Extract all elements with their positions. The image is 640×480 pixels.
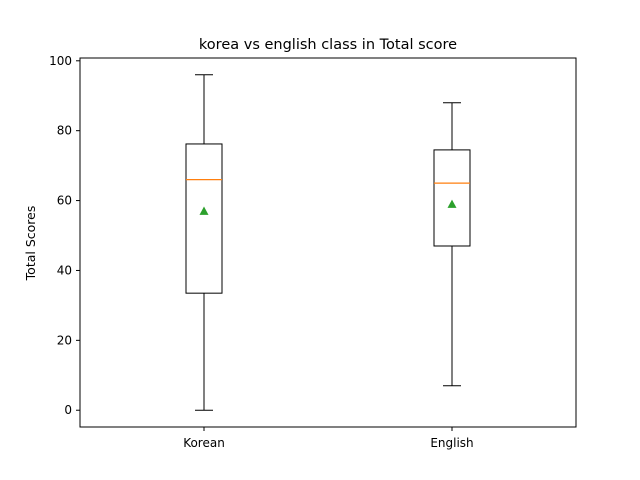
y-tick-label: 20 bbox=[57, 333, 72, 347]
x-tick-label: Korean bbox=[183, 436, 225, 450]
mean-marker bbox=[447, 199, 457, 208]
iqr-box bbox=[433, 149, 471, 247]
box-english bbox=[433, 102, 471, 387]
x-tick-label: English bbox=[430, 436, 473, 450]
plot-frame bbox=[79, 57, 577, 428]
chart-title: korea vs english class in Total score bbox=[199, 37, 457, 53]
box-korean bbox=[185, 74, 223, 411]
plot-area: 0 20 40 60 80 100 Korean English bbox=[49, 54, 577, 450]
y-axis-label: Total Scores bbox=[23, 206, 38, 282]
y-tick-label: 40 bbox=[57, 263, 72, 277]
y-tick-label: 80 bbox=[57, 124, 72, 138]
y-tick-label: 100 bbox=[49, 54, 72, 68]
mean-marker bbox=[199, 206, 209, 215]
y-tick-label: 60 bbox=[57, 194, 72, 208]
y-tick-label: 0 bbox=[64, 403, 72, 417]
iqr-box bbox=[185, 143, 223, 294]
